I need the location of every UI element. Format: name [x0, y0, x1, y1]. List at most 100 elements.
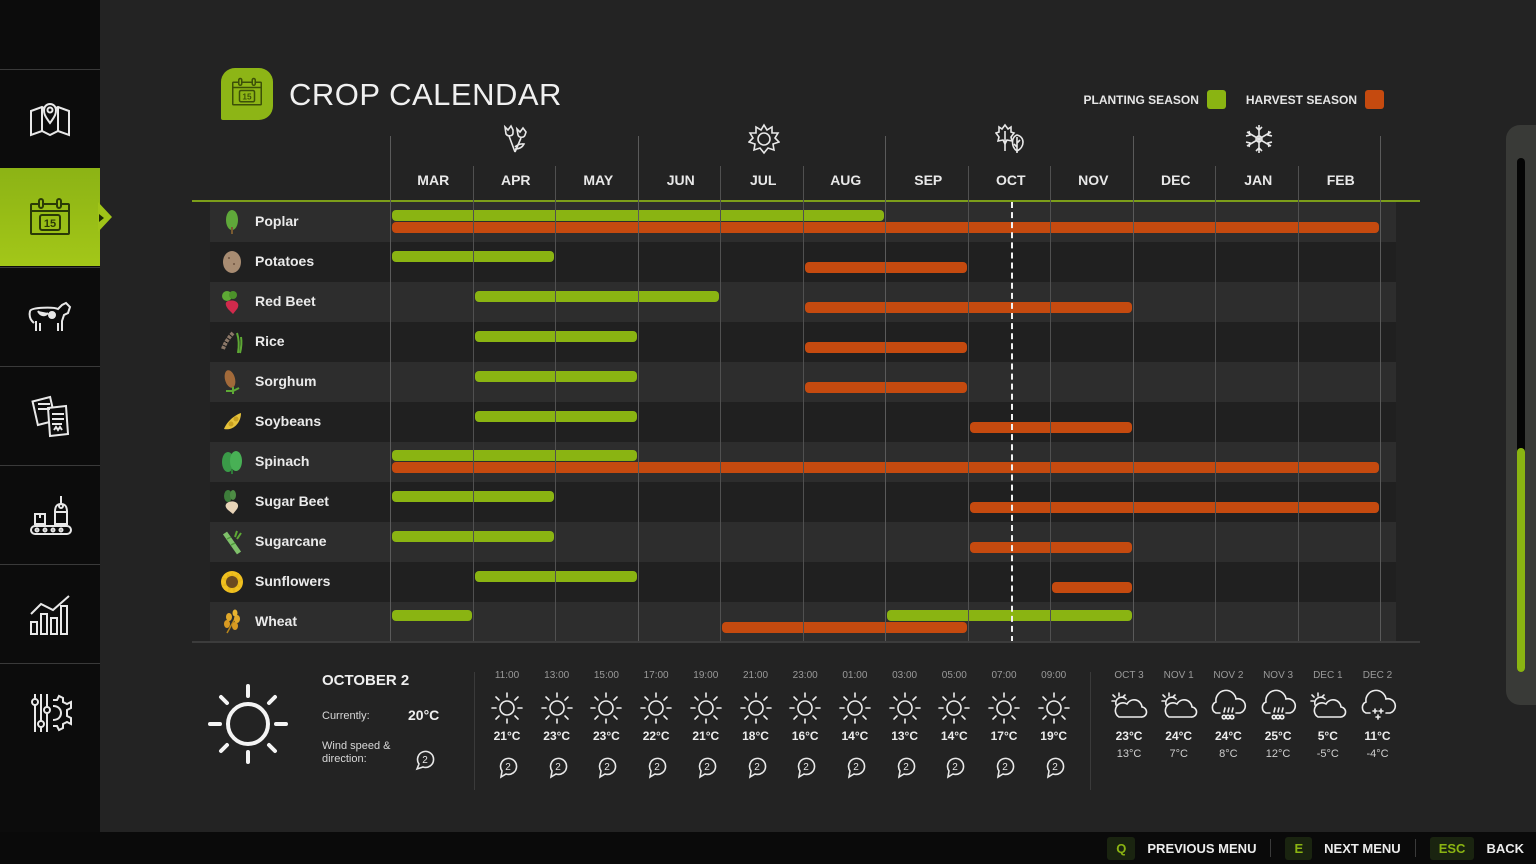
harvest-bar [804, 262, 967, 273]
sun-icon [689, 691, 723, 725]
hour-temperature: 14°C [841, 729, 869, 743]
calendar-15-icon: 15 [28, 197, 72, 237]
snow-icon [1358, 689, 1398, 725]
crop-name: Sunflowers [255, 573, 331, 589]
legend-label: HARVEST SEASON [1245, 92, 1357, 107]
next-menu-button[interactable]: E NEXT MENU [1285, 836, 1401, 860]
rice-icon [219, 329, 245, 355]
hourly-item: 17:00 22°C 2 [631, 670, 681, 779]
crop-row[interactable]: Red Beet [210, 282, 1396, 322]
spinach-icon [219, 449, 245, 475]
leaves-icon [994, 122, 1028, 156]
crop-row[interactable]: Sunflowers [210, 562, 1396, 602]
hour-time: 17:00 [643, 670, 669, 681]
crop-row[interactable]: Soybeans [210, 402, 1396, 442]
wind-direction-icon: 2 [595, 755, 617, 779]
hour-time: 15:00 [593, 670, 619, 681]
crop-row[interactable]: Rice [210, 322, 1396, 362]
daily-item: DEC 1 5°C -5°C [1303, 670, 1353, 760]
month-label: MAR [417, 172, 450, 188]
crop-row[interactable]: Spinach [210, 442, 1396, 482]
planting-bar [392, 210, 884, 221]
hour-temperature: 13°C [891, 729, 918, 743]
legend-swatch-planting [1206, 90, 1226, 109]
day-high-temp: 24°C [1165, 729, 1193, 743]
back-button[interactable]: ESC BACK [1429, 836, 1524, 860]
svg-text:15: 15 [242, 92, 252, 101]
wind-direction-icon: 2 [645, 755, 667, 779]
sidebar-item-settings[interactable] [0, 663, 100, 761]
sidebar-item-production[interactable] [0, 465, 100, 563]
sidebar-item-calendar[interactable]: 15 [0, 168, 104, 266]
daily-item: NOV 3 25°C 12°C [1253, 670, 1303, 760]
crop-row[interactable]: Potatoes [210, 242, 1396, 282]
wind-direction-icon: 2 [414, 748, 436, 777]
hourly-item: 19:00 21°C 2 [681, 670, 731, 779]
season-icons [0, 120, 1536, 160]
sidebar-item-statistics[interactable] [0, 564, 100, 662]
planting-bar [392, 531, 554, 542]
weather-panel: OCTOBER 2 Currently: 20°C Wind speed & d… [192, 660, 1422, 800]
crop-row[interactable]: Wheat [210, 602, 1396, 642]
crop-row[interactable]: Poplar [210, 202, 1396, 242]
svg-text:2: 2 [853, 762, 859, 773]
crop-row[interactable]: Sugarcane [210, 522, 1396, 562]
month-label: JAN [1244, 172, 1273, 188]
potato-icon [219, 249, 245, 275]
conveyor-icon [27, 492, 73, 538]
hour-temperature: 21°C [493, 729, 521, 743]
legend-planting: PLANTING SEASON [1084, 90, 1226, 109]
key-hint: E [1285, 836, 1313, 860]
sun-icon [747, 122, 781, 156]
sun-icon [739, 691, 773, 725]
svg-text:2: 2 [422, 755, 428, 766]
crop-row[interactable]: Sorghum [210, 362, 1396, 402]
svg-text:2: 2 [505, 762, 511, 773]
weather-date: OCTOBER 2 [322, 672, 410, 689]
month-label: SEP [914, 172, 943, 188]
hourly-item: 13:00 23°C 2 [532, 670, 582, 779]
harvest-bar [804, 382, 967, 393]
sidebar-item-animals[interactable] [0, 267, 100, 365]
planting-bar [474, 411, 637, 422]
crop-name: Spinach [255, 453, 310, 469]
sun-icon [838, 691, 872, 725]
page-title: CROP CALENDAR [289, 77, 562, 112]
previous-menu-button[interactable]: Q PREVIOUS MENU [1107, 836, 1256, 860]
crop-row[interactable]: Sugar Beet [210, 482, 1396, 522]
sliders-gear-icon [27, 690, 73, 736]
month-label: AUG [830, 172, 862, 188]
key-hint: ESC [1429, 836, 1475, 860]
day-high-temp: 25°C [1264, 729, 1292, 743]
sunflower-icon [219, 569, 245, 595]
planting-bar [887, 610, 1132, 621]
sidebar-item-map[interactable] [0, 69, 100, 167]
day-low-temp: 12°C [1265, 748, 1291, 760]
sidebar-item-contracts[interactable] [0, 366, 100, 464]
legend: PLANTING SEASON HARVEST SEASON [1074, 90, 1384, 109]
month-label: APR [500, 172, 531, 188]
planting-bar [392, 251, 554, 262]
sun-icon [639, 691, 673, 725]
sun-icon [788, 691, 822, 725]
hour-time: 11:00 [494, 670, 520, 681]
harvest-bar [722, 622, 967, 633]
day-high-temp: 11°C [1364, 729, 1391, 743]
day-low-temp: 13°C [1116, 748, 1142, 760]
harvest-bar [969, 542, 1132, 553]
weather-divider [1090, 672, 1091, 790]
red-beet-icon [219, 289, 245, 315]
svg-text:2: 2 [803, 762, 809, 773]
hour-time: 09:00 [1041, 670, 1067, 681]
daily-item: OCT 3 23°C 13°C [1104, 670, 1154, 760]
day-low-temp: 7°C [1169, 748, 1188, 760]
wind-direction-icon: 2 [496, 755, 518, 779]
scrollbar-rail[interactable] [1517, 158, 1525, 672]
wind-direction-icon: 2 [844, 755, 866, 779]
hour-time: 13:00 [544, 670, 570, 681]
footer-separator [1270, 839, 1272, 857]
month-label: DEC [1160, 172, 1191, 188]
month-label: JUL [750, 172, 777, 188]
scrollbar-thumb[interactable] [1517, 448, 1525, 672]
hourly-item: 09:00 19°C 2 [1029, 670, 1079, 779]
